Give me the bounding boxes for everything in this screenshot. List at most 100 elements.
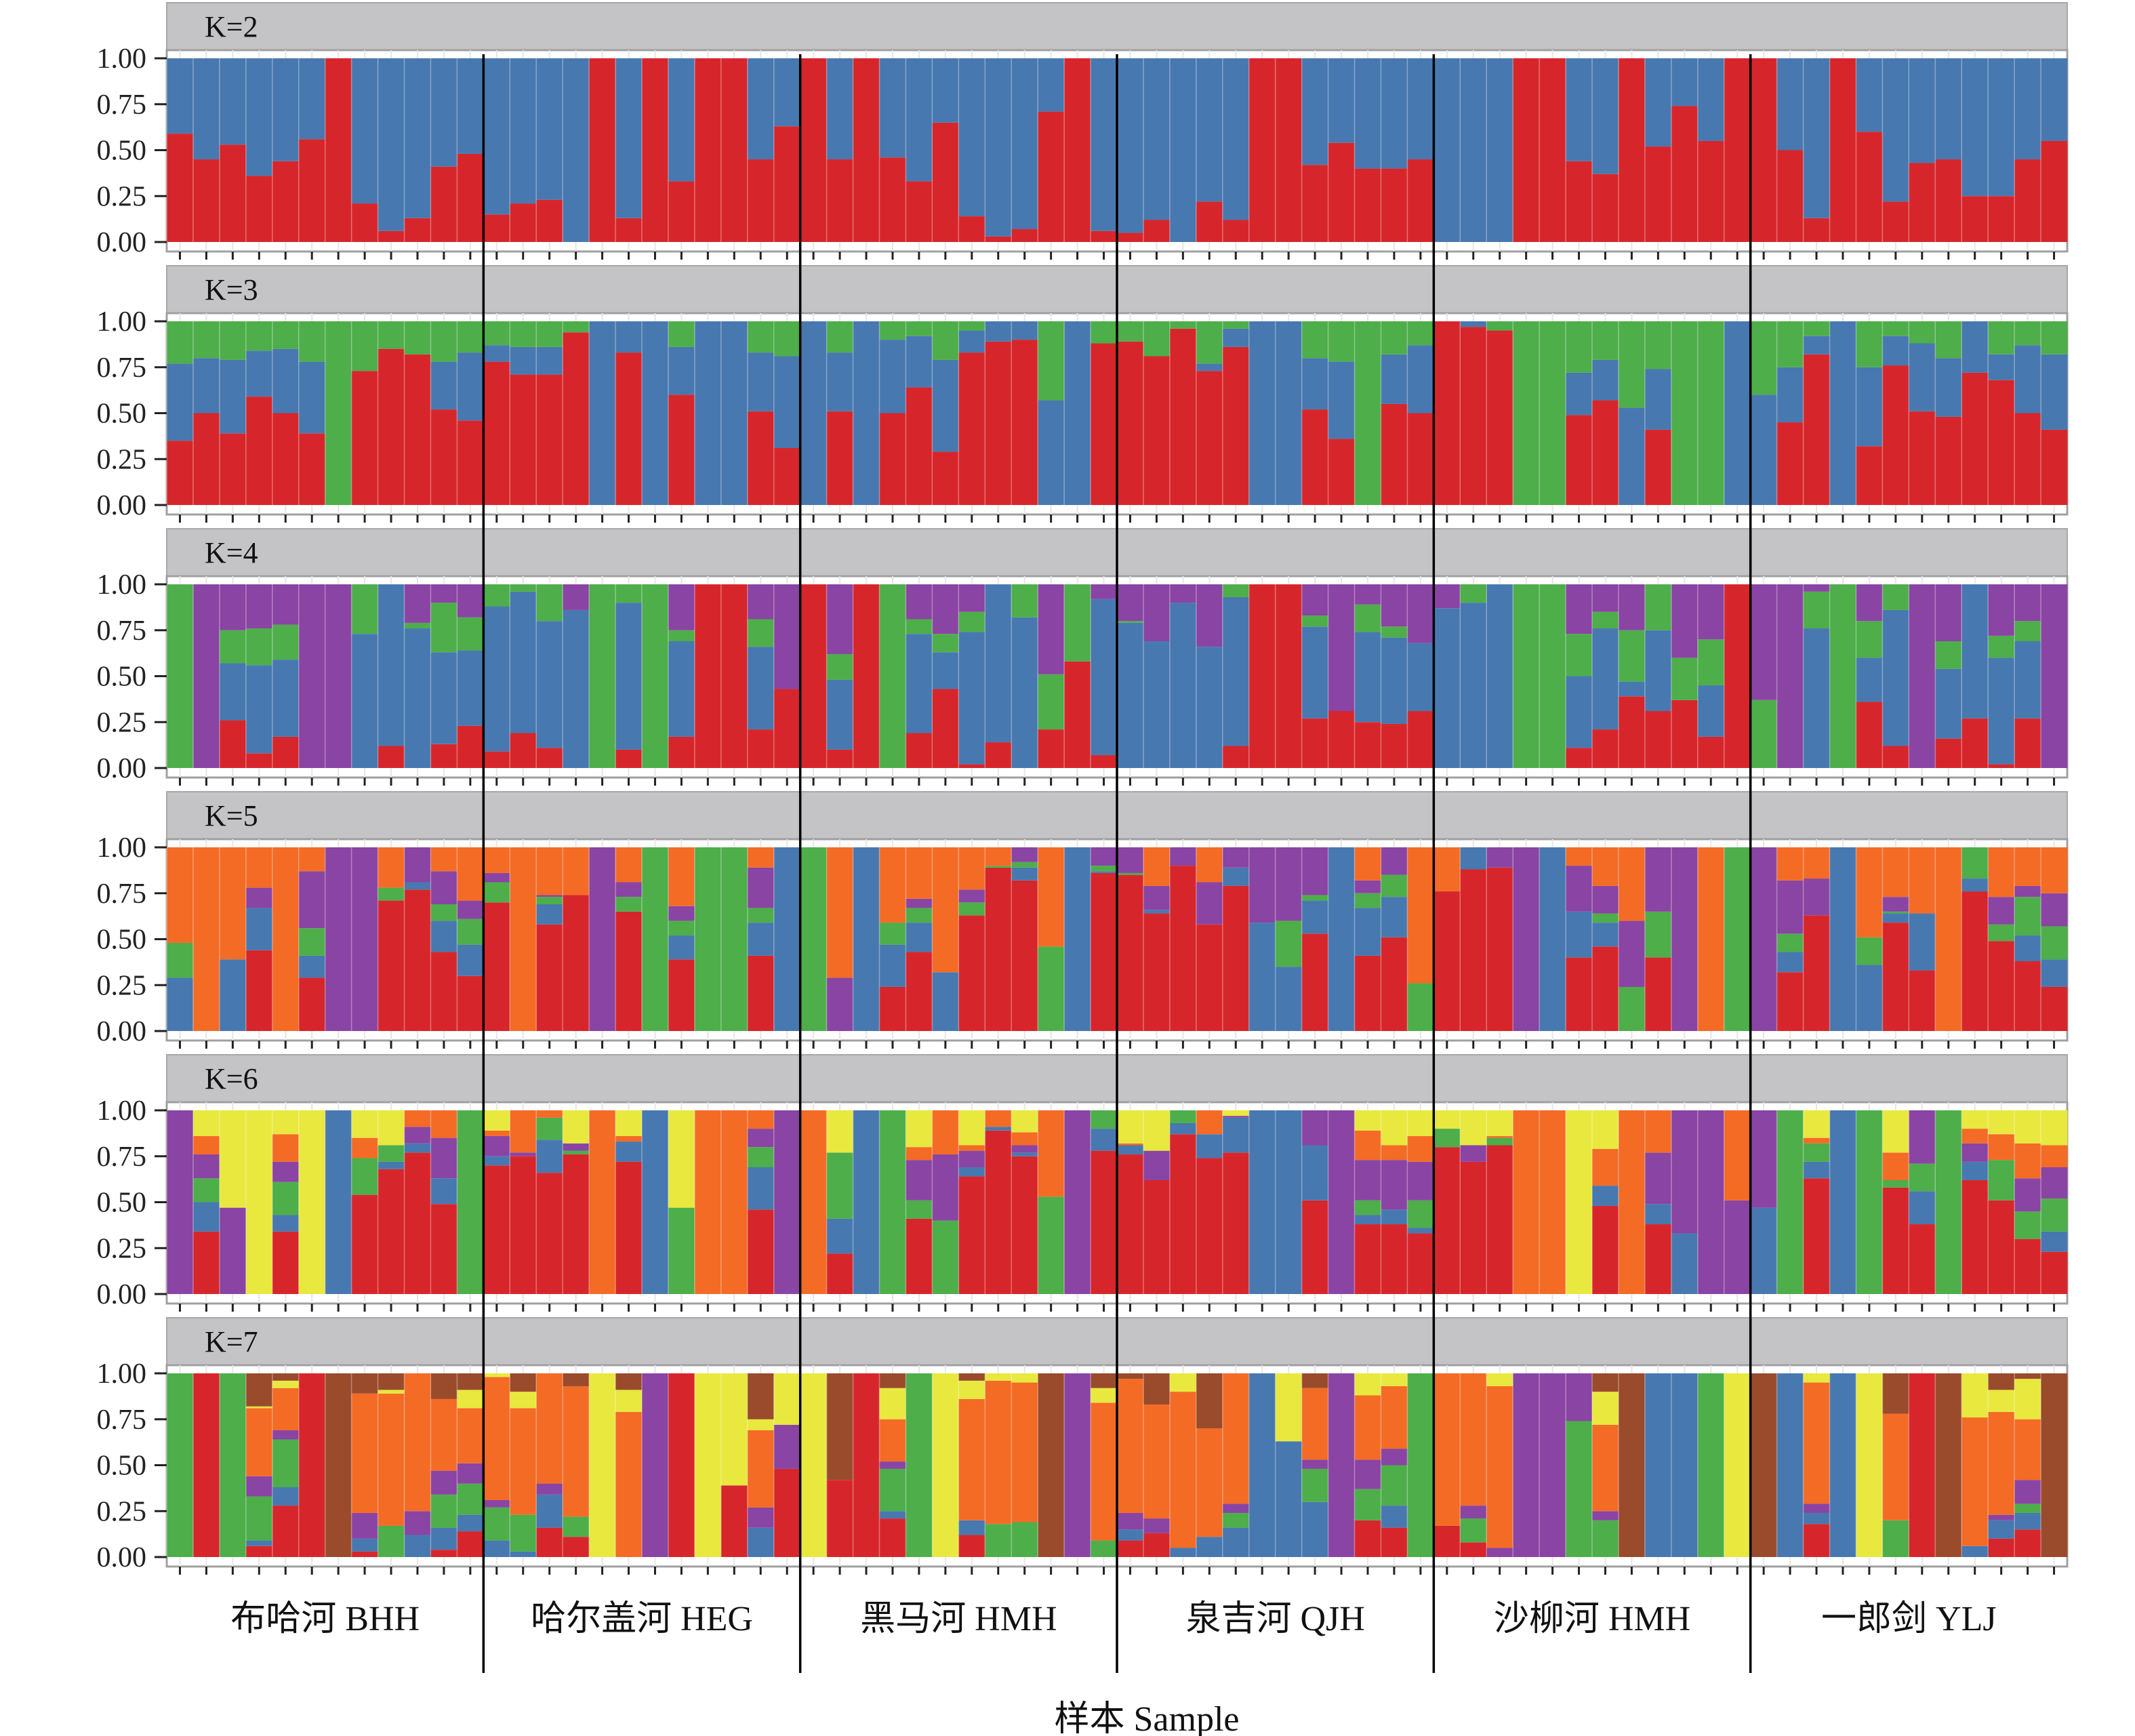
bar-segment-ind15-cluster1 bbox=[536, 748, 563, 768]
bar-segment-ind39-cluster1 bbox=[1169, 1134, 1197, 1294]
bar-segment-ind54-cluster4 bbox=[1566, 866, 1593, 912]
bar-segment-ind33-cluster1 bbox=[1011, 340, 1038, 505]
bar-segment-ind11-cluster4 bbox=[430, 584, 458, 603]
bar-segment-ind32-cluster1 bbox=[985, 867, 1012, 1031]
bar-segment-ind34-cluster3 bbox=[1038, 1196, 1065, 1294]
bar-segment-ind45-cluster1 bbox=[1328, 439, 1355, 505]
bar-segment-ind38-cluster1 bbox=[1143, 356, 1171, 505]
bar-segment-ind40-cluster1 bbox=[1196, 1158, 1223, 1294]
bar-segment-ind65-cluster1 bbox=[1856, 702, 1883, 768]
bar-segment-ind38-cluster1 bbox=[1143, 220, 1171, 242]
bar-segment-ind37-cluster4 bbox=[1117, 847, 1144, 873]
bar-segment-ind12-cluster3 bbox=[457, 1483, 484, 1515]
bar-segment-ind39-cluster1 bbox=[1169, 866, 1197, 1031]
bar-segment-ind13-cluster3 bbox=[483, 882, 510, 903]
bar-segment-ind9-cluster7 bbox=[378, 1373, 405, 1390]
bar-segment-ind48-cluster1 bbox=[1407, 1233, 1434, 1294]
bar-segment-ind51-cluster2 bbox=[1486, 584, 1513, 768]
bar-segment-ind31-cluster1 bbox=[958, 1176, 985, 1294]
population-label: 沙柳河 HMH bbox=[1494, 1600, 1690, 1638]
bar-segment-ind65-cluster3 bbox=[1856, 937, 1883, 965]
bar-segment-ind10-cluster4 bbox=[404, 1511, 431, 1535]
bar-segment-ind15-cluster3 bbox=[536, 321, 563, 347]
bar-segment-ind36-cluster3 bbox=[1091, 321, 1118, 344]
bar-segment-ind5-cluster2 bbox=[272, 58, 300, 161]
bar-segment-ind67-cluster1 bbox=[1909, 1373, 1936, 1557]
bar-segment-ind29-cluster1 bbox=[906, 181, 933, 242]
bar-segment-ind11-cluster5 bbox=[430, 1110, 458, 1138]
bar-segment-ind25-cluster1 bbox=[800, 58, 828, 242]
bar-segment-ind23-cluster5 bbox=[747, 1430, 775, 1508]
bar-segment-ind33-cluster4 bbox=[1011, 847, 1038, 862]
bar-segment-ind58-cluster3 bbox=[1671, 658, 1699, 700]
bar-segment-ind24-cluster1 bbox=[773, 447, 801, 505]
bar-segment-ind44-cluster2 bbox=[1301, 358, 1328, 410]
bar-segment-ind51-cluster4 bbox=[1486, 847, 1513, 868]
bar-segment-ind6-cluster5 bbox=[298, 847, 326, 872]
bar-segment-ind36-cluster5 bbox=[1091, 1402, 1118, 1541]
bar-segment-ind22-cluster3 bbox=[720, 847, 748, 1031]
bar-segment-ind66-cluster1 bbox=[1882, 746, 1909, 768]
bar-segment-ind50-cluster2 bbox=[1460, 847, 1487, 870]
bar-segment-ind41-cluster2 bbox=[1222, 597, 1250, 746]
bar-segment-ind2-cluster3 bbox=[192, 321, 220, 359]
bar-segment-ind33-cluster1 bbox=[1011, 1156, 1038, 1294]
bar-segment-ind72-cluster1 bbox=[2041, 429, 2068, 505]
bar-segment-ind11-cluster4 bbox=[430, 1470, 458, 1495]
bar-segment-ind40-cluster5 bbox=[1196, 1428, 1223, 1537]
bar-segment-ind39-cluster3 bbox=[1169, 1110, 1197, 1123]
bar-segment-ind46-cluster1 bbox=[1354, 168, 1381, 242]
bar-segment-ind41-cluster1 bbox=[1222, 1152, 1250, 1294]
bar-segment-ind21-cluster2 bbox=[694, 321, 722, 505]
bar-segment-ind4-cluster1 bbox=[245, 950, 273, 1031]
bar-segment-ind64-cluster3 bbox=[1829, 584, 1856, 768]
bar-segment-ind16-cluster4 bbox=[563, 584, 590, 610]
bar-segment-ind72-cluster3 bbox=[2041, 926, 2068, 960]
bar-segment-ind5-cluster1 bbox=[272, 1506, 300, 1557]
bar-segment-ind71-cluster4 bbox=[2014, 584, 2041, 622]
bar-segment-ind63-cluster2 bbox=[1803, 58, 1830, 218]
bar-segment-ind1-cluster5 bbox=[167, 847, 194, 943]
bar-segment-ind36-cluster3 bbox=[1091, 1110, 1118, 1129]
bar-segment-ind3-cluster3 bbox=[219, 1373, 247, 1557]
bar-segment-ind20-cluster1 bbox=[668, 395, 695, 505]
bar-segment-ind22-cluster1 bbox=[720, 584, 748, 768]
bar-segment-ind15-cluster1 bbox=[536, 924, 563, 1031]
bar-segment-ind21-cluster6 bbox=[694, 1373, 722, 1557]
bar-segment-ind30-cluster5 bbox=[932, 847, 959, 973]
bar-segment-ind16-cluster2 bbox=[563, 609, 590, 768]
bar-segment-ind48-cluster3 bbox=[1407, 321, 1434, 346]
bar-segment-ind23-cluster1 bbox=[747, 729, 775, 768]
bar-segment-ind20-cluster1 bbox=[668, 181, 695, 242]
bar-segment-ind13-cluster2 bbox=[483, 58, 510, 215]
bar-segment-ind36-cluster6 bbox=[1091, 1388, 1118, 1403]
bar-segment-ind20-cluster3 bbox=[668, 630, 695, 642]
bar-segment-ind57-cluster1 bbox=[1644, 710, 1672, 768]
bar-segment-ind38-cluster4 bbox=[1143, 584, 1171, 642]
bar-segment-ind29-cluster1 bbox=[906, 387, 933, 505]
bar-segment-ind67-cluster1 bbox=[1909, 163, 1936, 242]
bar-segment-ind38-cluster5 bbox=[1143, 847, 1171, 886]
bar-segment-ind26-cluster3 bbox=[826, 653, 853, 680]
population-label: 哈尔盖河 HEG bbox=[531, 1600, 753, 1638]
bar-segment-ind47-cluster1 bbox=[1381, 937, 1408, 1031]
bar-segment-ind34-cluster2 bbox=[1038, 58, 1065, 112]
bar-segment-ind23-cluster7 bbox=[747, 1373, 775, 1419]
bar-segment-ind33-cluster2 bbox=[1011, 867, 1038, 881]
bar-segment-ind71-cluster4 bbox=[2014, 885, 2041, 897]
y-tick-label: 0.00 bbox=[97, 227, 147, 258]
bar-segment-ind48-cluster2 bbox=[1407, 345, 1434, 413]
bar-segment-ind37-cluster2 bbox=[1117, 58, 1144, 233]
bar-segment-ind40-cluster1 bbox=[1196, 371, 1223, 505]
bar-segment-ind32-cluster3 bbox=[985, 866, 1012, 868]
bar-segment-ind41-cluster4 bbox=[1222, 847, 1250, 868]
bar-segment-ind54-cluster3 bbox=[1566, 634, 1593, 677]
bar-segment-ind46-cluster4 bbox=[1354, 584, 1381, 605]
bar-segment-ind12-cluster1 bbox=[457, 975, 484, 1031]
bar-segment-ind65-cluster1 bbox=[1856, 446, 1883, 505]
bar-segment-ind16-cluster1 bbox=[563, 1154, 590, 1294]
bar-segment-ind34-cluster5 bbox=[1038, 847, 1065, 947]
bar-segment-ind55-cluster2 bbox=[1592, 628, 1619, 730]
bar-segment-ind49-cluster1 bbox=[1434, 1525, 1461, 1557]
bar-segment-ind13-cluster1 bbox=[483, 902, 510, 1031]
